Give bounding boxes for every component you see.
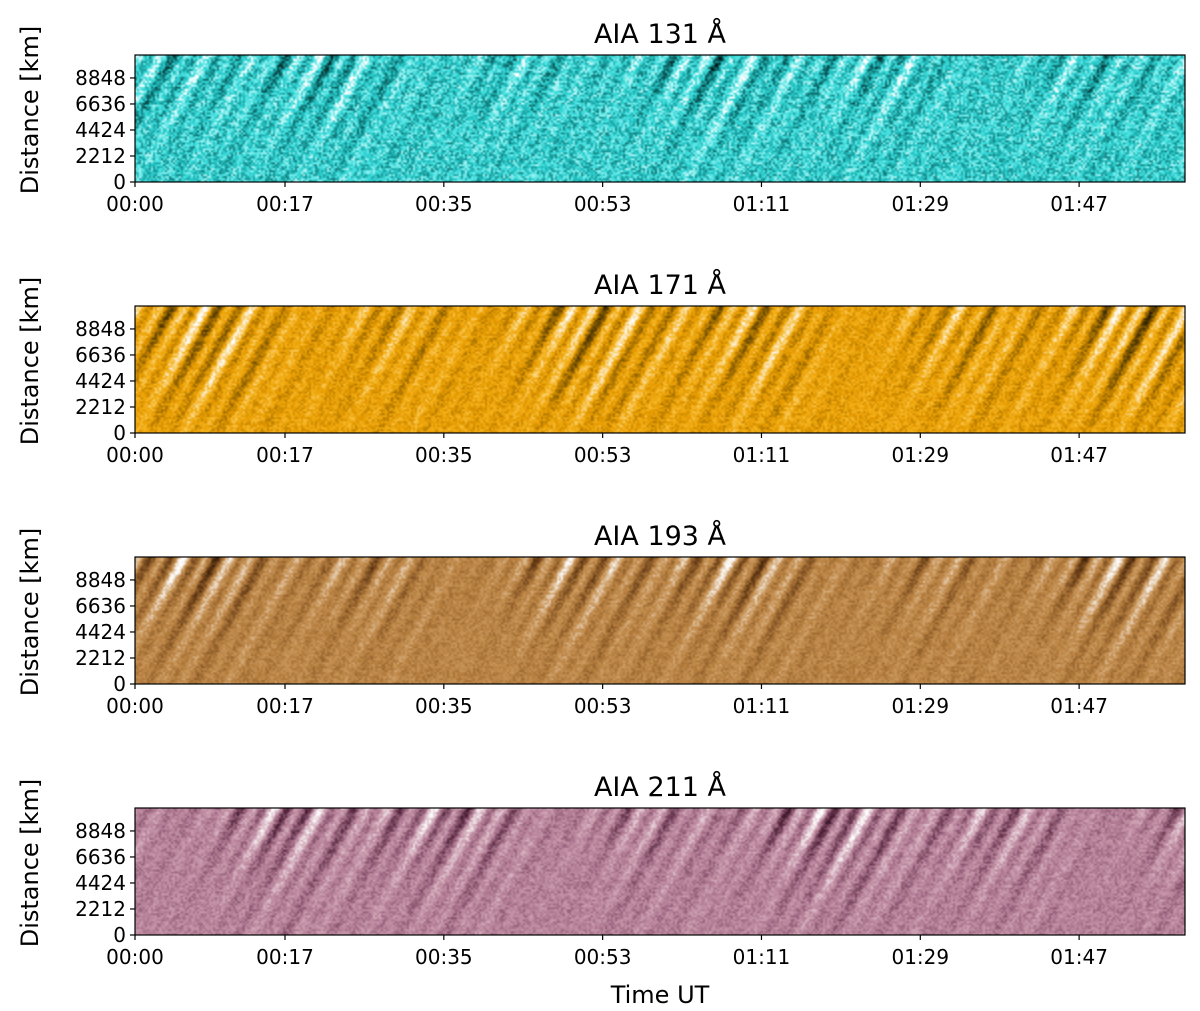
y-tick-label: 0 — [113, 421, 126, 445]
y-tick-label: 8848 — [75, 819, 126, 843]
y-tick-label: 4424 — [75, 369, 126, 393]
x-tick-label: 01:29 — [891, 694, 949, 718]
x-tick-label: 00:17 — [256, 694, 314, 718]
y-tick-label: 0 — [113, 170, 126, 194]
x-tick-label: 01:47 — [1050, 945, 1108, 969]
y-tick-label: 8848 — [75, 317, 126, 341]
time-distance-map — [135, 557, 1185, 684]
y-tick-label: 4424 — [75, 118, 126, 142]
x-tick-label: 00:35 — [415, 694, 473, 718]
x-tick-label: 01:29 — [891, 945, 949, 969]
y-tick-label: 4424 — [75, 871, 126, 895]
x-tick-label: 01:29 — [891, 192, 949, 216]
y-tick-label: 8848 — [75, 568, 126, 592]
y-axis-label: Distance [km] — [16, 26, 44, 195]
time-distance-map — [135, 306, 1185, 433]
x-tick-label: 01:11 — [733, 694, 791, 718]
y-tick-label: 0 — [113, 672, 126, 696]
y-axis-label: Distance [km] — [16, 528, 44, 697]
x-tick-label: 01:47 — [1050, 443, 1108, 467]
x-tick-label: 00:53 — [574, 694, 632, 718]
x-tick-label: 00:35 — [415, 192, 473, 216]
y-tick-label: 8848 — [75, 66, 126, 90]
y-axis-label: Distance [km] — [16, 277, 44, 446]
time-distance-map — [135, 808, 1185, 935]
x-axis-label: Time UT — [610, 981, 710, 1009]
x-tick-label: 00:53 — [574, 945, 632, 969]
axes-frame — [134, 305, 1186, 434]
y-tick-label: 6636 — [75, 92, 126, 116]
x-tick-label: 00:17 — [256, 192, 314, 216]
time-distance-map — [135, 55, 1185, 182]
y-tick-label: 2212 — [75, 897, 126, 921]
x-tick-label: 00:53 — [574, 443, 632, 467]
panel-title: AIA 131 Å — [594, 18, 727, 50]
panel-title: AIA 171 Å — [594, 269, 727, 301]
axes-frame — [134, 54, 1186, 183]
y-tick-label: 0 — [113, 923, 126, 947]
panel-title: AIA 211 Å — [594, 771, 727, 803]
y-tick-label: 2212 — [75, 646, 126, 670]
x-tick-label: 01:47 — [1050, 694, 1108, 718]
x-tick-label: 01:29 — [891, 443, 949, 467]
y-tick-label: 6636 — [75, 594, 126, 618]
x-tick-label: 00:53 — [574, 192, 632, 216]
x-tick-label: 01:47 — [1050, 192, 1108, 216]
panel-title: AIA 193 Å — [594, 520, 727, 552]
y-tick-label: 6636 — [75, 343, 126, 367]
x-tick-label: 01:11 — [733, 192, 791, 216]
x-tick-label: 00:35 — [415, 945, 473, 969]
y-tick-label: 2212 — [75, 144, 126, 168]
x-tick-label: 00:00 — [106, 694, 164, 718]
x-tick-label: 00:00 — [106, 443, 164, 467]
x-tick-label: 01:11 — [733, 443, 791, 467]
x-tick-label: 00:17 — [256, 945, 314, 969]
x-tick-label: 00:00 — [106, 192, 164, 216]
y-tick-label: 6636 — [75, 845, 126, 869]
x-tick-label: 01:11 — [733, 945, 791, 969]
x-tick-label: 00:00 — [106, 945, 164, 969]
y-tick-label: 4424 — [75, 620, 126, 644]
x-tick-label: 00:35 — [415, 443, 473, 467]
axes-frame — [134, 807, 1186, 936]
x-tick-label: 00:17 — [256, 443, 314, 467]
y-tick-label: 2212 — [75, 395, 126, 419]
y-axis-label: Distance [km] — [16, 779, 44, 948]
axes-frame — [134, 556, 1186, 685]
